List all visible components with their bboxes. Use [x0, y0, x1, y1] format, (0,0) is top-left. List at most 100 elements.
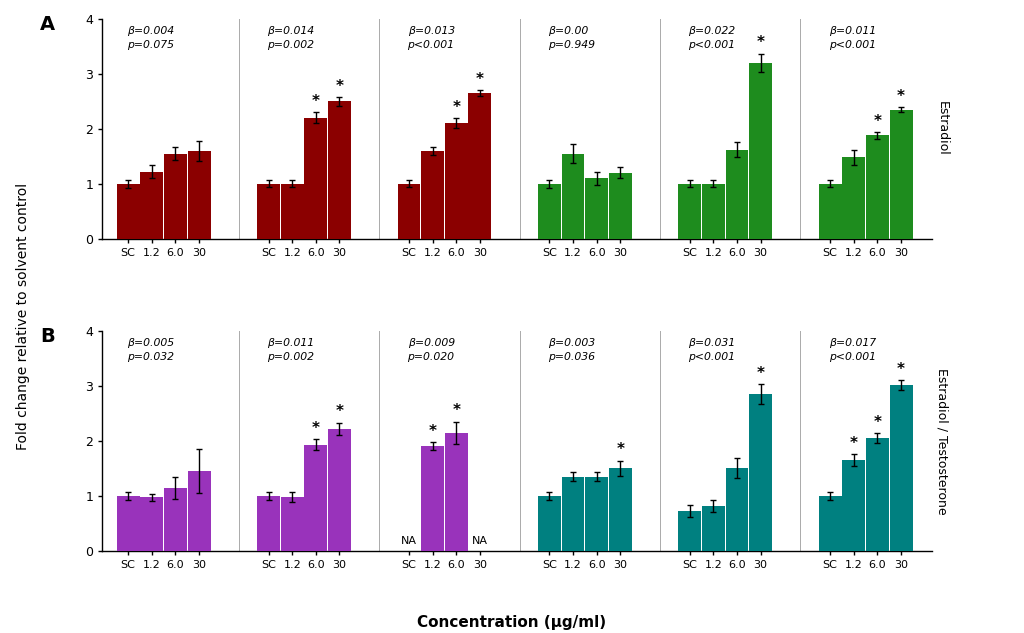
Text: CO F3: CO F3	[427, 375, 462, 388]
Bar	[328, 101, 351, 239]
Bar	[281, 184, 304, 239]
Text: *: *	[757, 35, 765, 50]
Text: A: A	[40, 15, 55, 34]
Text: NA: NA	[472, 536, 487, 546]
Text: *: *	[616, 442, 625, 457]
Bar	[187, 471, 211, 551]
Bar	[726, 150, 749, 239]
Bar	[468, 93, 492, 239]
Bar	[561, 477, 585, 551]
Bar	[140, 172, 163, 239]
Text: β=0.017: β=0.017	[828, 337, 876, 348]
Text: p<0.001: p<0.001	[828, 40, 876, 50]
Text: Estradiol / Testosterone: Estradiol / Testosterone	[936, 368, 949, 514]
Bar	[843, 158, 865, 239]
Bar	[257, 496, 280, 551]
Text: p<0.001: p<0.001	[828, 352, 876, 362]
Text: *: *	[873, 415, 882, 430]
Bar	[585, 179, 608, 239]
Text: β=0.009: β=0.009	[408, 337, 455, 348]
Bar	[750, 63, 772, 239]
Text: NA: NA	[401, 536, 417, 546]
Bar	[678, 511, 701, 551]
Bar	[117, 496, 139, 551]
Text: *: *	[897, 361, 905, 377]
Text: β=0.005: β=0.005	[127, 337, 174, 348]
Bar	[678, 184, 701, 239]
Text: p=0.002: p=0.002	[267, 352, 314, 362]
Text: *: *	[336, 78, 343, 94]
Text: *: *	[757, 366, 765, 381]
Bar	[328, 429, 351, 551]
Bar	[538, 184, 561, 239]
Text: *: *	[312, 421, 319, 436]
Bar	[117, 184, 139, 239]
Text: β=0.014: β=0.014	[267, 25, 314, 35]
Text: WO F3: WO F3	[846, 375, 885, 388]
Bar	[304, 445, 328, 551]
Text: *: *	[873, 114, 882, 129]
Text: CO F2: CO F2	[287, 375, 322, 388]
Bar	[585, 477, 608, 551]
Text: β=0.022: β=0.022	[688, 25, 735, 35]
Bar	[304, 118, 328, 239]
Text: β=0.031: β=0.031	[688, 337, 735, 348]
Bar	[561, 154, 585, 239]
Text: *: *	[336, 404, 343, 420]
Text: *: *	[453, 100, 460, 115]
Text: p=0.032: p=0.032	[127, 352, 174, 362]
Text: p<0.001: p<0.001	[688, 352, 735, 362]
Text: β=0.011: β=0.011	[267, 337, 314, 348]
Bar	[444, 432, 468, 551]
Bar	[164, 154, 187, 239]
Bar	[609, 468, 632, 551]
Text: *: *	[429, 424, 436, 439]
Bar	[164, 487, 187, 551]
Text: p=0.036: p=0.036	[548, 352, 595, 362]
Bar	[818, 184, 842, 239]
Bar	[421, 446, 444, 551]
Text: *: *	[476, 72, 484, 87]
Text: CO F1: CO F1	[146, 375, 181, 388]
Bar	[750, 394, 772, 551]
Text: B: B	[40, 327, 55, 346]
Text: β=0.013: β=0.013	[408, 25, 455, 35]
Text: p=0.020: p=0.020	[408, 352, 455, 362]
Bar	[609, 173, 632, 239]
Bar	[866, 135, 889, 239]
Bar	[890, 385, 912, 551]
Text: WO F1: WO F1	[565, 375, 604, 388]
Bar	[538, 496, 561, 551]
Bar	[890, 110, 912, 239]
Text: Concentration (μg/ml): Concentration (μg/ml)	[418, 615, 606, 630]
Text: β=0.004: β=0.004	[127, 25, 174, 35]
Bar	[726, 468, 749, 551]
Text: p<0.001: p<0.001	[688, 40, 735, 50]
Bar	[843, 460, 865, 551]
Bar	[701, 184, 725, 239]
Bar	[257, 184, 280, 239]
Bar	[866, 438, 889, 551]
Text: β=0.00: β=0.00	[548, 25, 588, 35]
Text: β=0.011: β=0.011	[828, 25, 876, 35]
Bar	[187, 151, 211, 239]
Text: *: *	[850, 436, 858, 451]
Text: p=0.949: p=0.949	[548, 40, 595, 50]
Text: β=0.003: β=0.003	[548, 337, 595, 348]
Text: Fold change relative to solvent control: Fold change relative to solvent control	[15, 183, 30, 450]
Text: Estradiol: Estradiol	[936, 101, 949, 156]
Bar	[421, 151, 444, 239]
Text: p<0.001: p<0.001	[408, 40, 455, 50]
Text: *: *	[312, 94, 319, 109]
Text: p=0.002: p=0.002	[267, 40, 314, 50]
Bar	[140, 498, 163, 551]
Text: WO F2: WO F2	[706, 375, 744, 388]
Bar	[444, 123, 468, 239]
Bar	[397, 184, 421, 239]
Bar	[701, 506, 725, 551]
Text: *: *	[453, 403, 460, 418]
Bar	[818, 496, 842, 551]
Text: *: *	[897, 89, 905, 104]
Text: p=0.075: p=0.075	[127, 40, 174, 50]
Bar	[281, 497, 304, 551]
